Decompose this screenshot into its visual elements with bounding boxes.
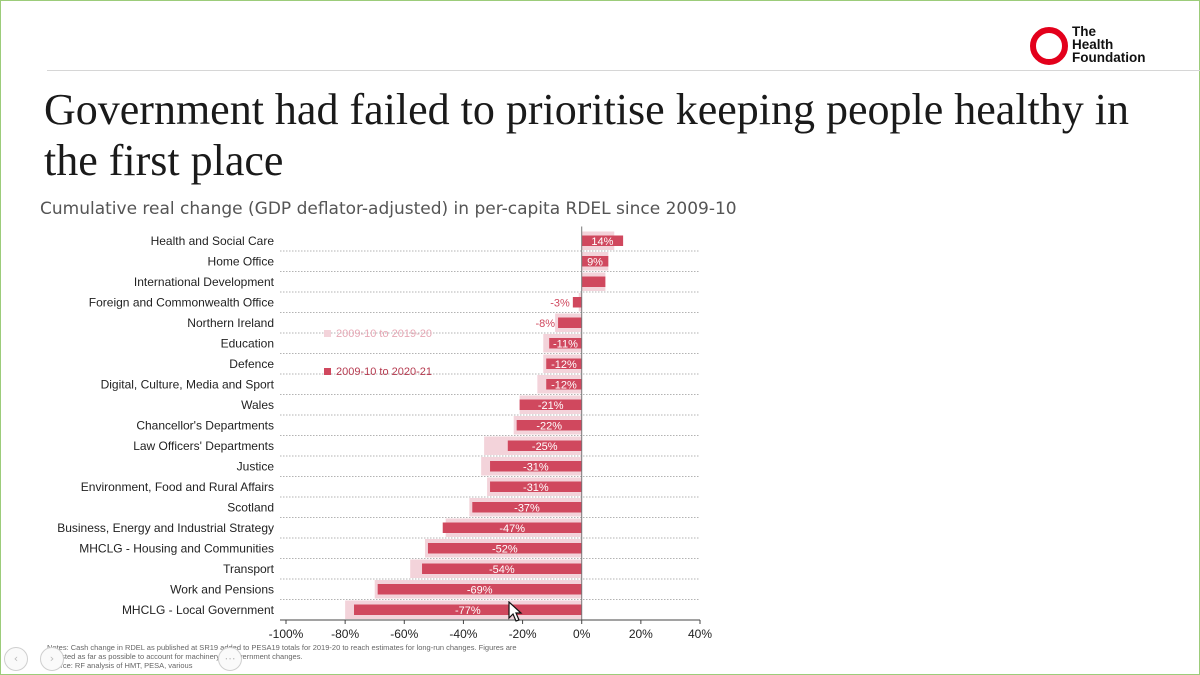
bar-2020-21	[422, 563, 582, 574]
chevron-left-icon[interactable]: ‹	[4, 647, 28, 671]
bar-2020-21	[549, 338, 582, 349]
category-label: Chancellor's Departments	[136, 418, 274, 432]
source-text: Source: RF analysis of HMT, PESA, variou…	[47, 661, 193, 670]
bar-2020-21	[490, 481, 582, 492]
bar-2020-21	[572, 297, 582, 308]
data-label: -12%	[551, 379, 577, 391]
category-label: MHCLG - Housing and Communities	[79, 541, 274, 555]
category-label: Health and Social Care	[151, 234, 275, 248]
x-tick-label: 20%	[629, 627, 653, 641]
header-rule	[47, 70, 1200, 71]
x-tick-label: -40%	[449, 627, 477, 641]
data-label: -69%	[467, 584, 493, 596]
bar-2020-21	[377, 584, 582, 595]
category-label: Environment, Food and Rural Affairs	[81, 480, 274, 494]
chart-title: Cumulative real change (GDP deflator-adj…	[40, 199, 737, 219]
bar-2020-21	[546, 358, 582, 369]
data-label: -8%	[535, 318, 555, 330]
bar-2020-21	[507, 440, 582, 451]
category-label: Defence	[229, 357, 274, 371]
bar-2020-21	[581, 256, 609, 267]
bar-2020-21	[558, 317, 582, 328]
data-label: -52%	[492, 543, 518, 555]
data-label: -22%	[536, 420, 562, 432]
health-foundation-logo: The Health Foundation	[1030, 24, 1170, 70]
bar-2020-21	[442, 522, 582, 533]
data-label: -21%	[538, 400, 564, 412]
data-label: -11%	[553, 338, 578, 350]
data-label: -3%	[550, 297, 570, 309]
legend-label: 2009-10 to 2020-21	[336, 366, 432, 378]
bar-2020-21	[519, 399, 582, 410]
logo-text: The Health Foundation	[1072, 24, 1146, 65]
slide-title: Government had failed to prioritise keep…	[44, 85, 1130, 185]
data-label: -12%	[551, 359, 577, 371]
data-label: -31%	[523, 482, 549, 494]
data-label: 9%	[587, 256, 603, 268]
bar-2020-21	[581, 235, 624, 246]
category-label: MHCLG - Local Government	[122, 603, 275, 617]
x-tick-label: 0%	[573, 627, 591, 641]
data-label: 14%	[591, 236, 613, 248]
bar-2020-21	[427, 543, 582, 554]
data-label: -37%	[514, 502, 540, 514]
x-tick-label: -20%	[509, 627, 537, 641]
category-label: Wales	[241, 398, 274, 412]
legend-label: 2009-10 to 2019-20	[336, 328, 432, 340]
bar-2020-21	[516, 420, 582, 431]
bar-2020-21	[581, 276, 606, 287]
mouse-cursor-icon	[508, 601, 523, 622]
more-icon[interactable]: ⋯	[218, 647, 242, 671]
notes-text: Notes: Cash change in RDEL as published …	[47, 643, 517, 661]
category-label: Foreign and Commonwealth Office	[89, 295, 275, 309]
data-label: -77%	[455, 605, 481, 617]
legend-swatch	[324, 368, 331, 375]
category-label: Digital, Culture, Media and Sport	[101, 377, 275, 391]
legend-swatch	[324, 330, 331, 337]
bar-2020-21	[472, 502, 582, 513]
bar-2020-21	[546, 379, 582, 390]
category-label: Work and Pensions	[170, 582, 274, 596]
category-label: Business, Energy and Industrial Strategy	[57, 521, 274, 535]
x-tick-label: -100%	[269, 627, 304, 641]
x-tick-label: 40%	[688, 627, 712, 641]
x-tick-label: -80%	[331, 627, 359, 641]
logo-ring-icon	[1030, 27, 1068, 65]
bar-2020-21	[490, 461, 582, 472]
chart-notes: Notes: Cash change in RDEL as published …	[47, 643, 517, 670]
data-label: -25%	[532, 441, 558, 453]
bar-2020-21	[354, 604, 582, 615]
x-tick-label: -60%	[390, 627, 418, 641]
category-label: Home Office	[208, 254, 275, 268]
category-label: Justice	[237, 459, 275, 473]
category-label: Scotland	[227, 500, 274, 514]
data-label: -47%	[499, 523, 525, 535]
category-label: Education	[221, 336, 274, 350]
category-label: Law Officers' Departments	[133, 439, 274, 453]
category-label: Transport	[223, 562, 275, 576]
chevron-right-icon[interactable]: ›	[40, 647, 64, 671]
data-label: -31%	[523, 461, 549, 473]
data-label: 8%	[586, 277, 602, 289]
data-label: -54%	[489, 564, 515, 576]
category-label: International Development	[134, 275, 275, 289]
category-label: Northern Ireland	[187, 316, 274, 330]
